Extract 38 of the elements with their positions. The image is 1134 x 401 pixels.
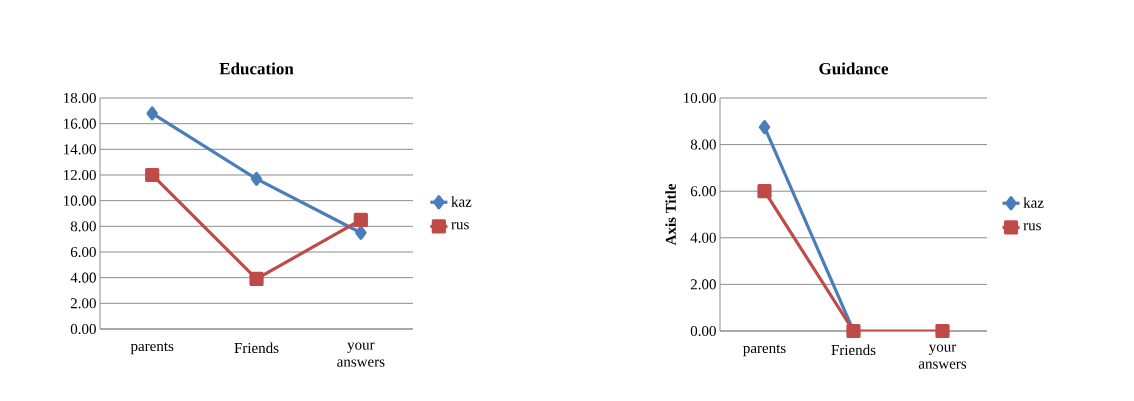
y-tick-label: 6.00 [70,246,96,258]
y-tick-label: 10.00 [64,195,96,206]
y-tick-label: 18.00 [64,92,96,104]
point [757,184,772,199]
y-tick-label: 16.00 [64,118,96,129]
point [249,271,264,287]
point [353,212,368,227]
point [146,106,158,121]
y-tick-label: 12.00 [64,169,96,181]
x-tick-label: parents [130,342,174,355]
x-tick-label: Friends [831,344,876,356]
x-tick-label: your answers [918,344,967,369]
y-axis-title: Axis Title [665,183,676,246]
legend-label: rus [451,222,469,230]
y-tick-label: 8.00 [70,221,96,232]
point [758,120,771,135]
y-tick-label: 10.00 [684,92,716,104]
point [250,171,263,186]
x-tick-label: parents [743,344,786,357]
y-tick-label: 6.00 [690,186,716,197]
y-tick-label: 4.00 [690,232,716,243]
legend-label: kaz [1023,197,1044,208]
y-tick-label: 14.00 [64,144,96,155]
y-tick-label: 8.00 [690,139,716,150]
y-tick-label: 4.00 [70,272,96,283]
chart-title: Education [219,62,294,75]
legend-label: kaz [451,196,472,207]
point [145,167,160,183]
y-tick-label: 2.00 [70,298,96,309]
y-tick-label: 2.00 [690,279,716,290]
point [935,323,950,339]
y-tick-label: 0.00 [690,325,716,337]
y-tick-label: 0.00 [70,323,96,335]
point [355,225,367,240]
legend-label: rus [1023,223,1041,231]
chart-title: Guidance [819,62,889,75]
x-tick-label: Friends [234,342,279,354]
x-tick-label: your answers [337,342,385,367]
